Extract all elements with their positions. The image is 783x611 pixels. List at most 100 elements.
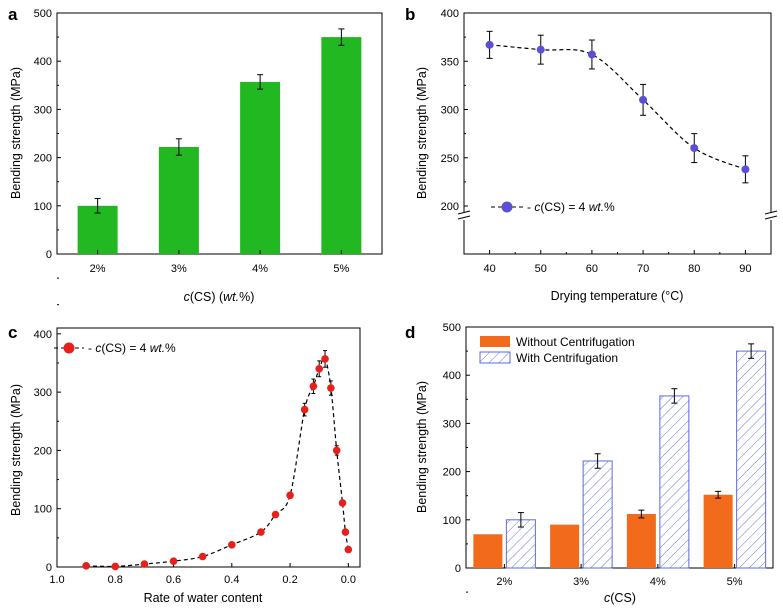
panel-c-xtick-label: 0.0 — [341, 574, 356, 586]
panel-b-xtick-label: 40 — [483, 263, 495, 275]
panel-a-xtick-label: 4% — [252, 263, 268, 275]
panel-c-xtick-label: 0.8 — [108, 574, 123, 586]
panel-a-xtick-label: 3% — [171, 263, 187, 275]
panel-label-a: a — [8, 5, 18, 24]
panel-b-ytick-label: 350 — [441, 56, 459, 68]
panel-d-ytick-label: 300 — [443, 418, 461, 430]
panel-b-point — [639, 95, 648, 104]
panel-c-point — [169, 557, 178, 565]
panel-b-ylabel: Bending strength (MPa) — [415, 67, 429, 199]
panel-c-xlabel: Rate of water content — [144, 591, 263, 605]
panel-d-bar-with — [659, 395, 690, 569]
panel-b-ytick-label: 250 — [441, 153, 459, 165]
panel-a-xtick-label: 2% — [90, 263, 106, 275]
panel-d-legend: Without Centrifugation With Centrifugati… — [479, 335, 635, 365]
panel-d-ylabel: Bending strength (MPa) — [415, 381, 429, 513]
panel-a-ytick-label: 100 — [34, 201, 52, 213]
panel-d: 0 100 200 300 400 500 2% 3% 4% 5% Without Centri… — [415, 322, 774, 605]
panel-d-xtick-label: 3% — [573, 576, 589, 588]
panel-c-point — [228, 541, 236, 549]
panel-c-point — [111, 562, 120, 571]
panel-d-error-bar-without — [638, 509, 645, 519]
panel-d-xtick-label: 2% — [496, 576, 512, 588]
panel-a-error-bar — [338, 28, 345, 46]
panel-d-bar-without — [703, 494, 733, 568]
panel-a-error-bar — [257, 74, 264, 90]
panel-d-bar-with — [736, 350, 767, 569]
panel-d-error-bar-with — [594, 453, 601, 469]
panel-c-xtick-label: 0.6 — [166, 574, 181, 586]
panel-a-ytick-label: 300 — [34, 104, 52, 116]
panel-b-legend: - c(CS) = 4 wt.% — [491, 200, 615, 214]
panel-b-point — [741, 165, 750, 174]
panel-b-ytick-label: 300 — [441, 105, 459, 117]
panel-c-ytick-label: 200 — [34, 445, 52, 457]
panel-c-ytick-label: 300 — [34, 387, 52, 399]
panel-c-point — [338, 499, 347, 507]
panel-a-error-bar — [175, 138, 182, 156]
panel-b-xtick-label: 60 — [586, 263, 598, 275]
panel-label-b: b — [405, 5, 415, 24]
panel-c-xtick-label: 1.0 — [49, 574, 64, 586]
panel-d-error-bar-with — [748, 343, 755, 359]
panel-d-ytick-label: 500 — [443, 322, 461, 334]
panel-b: 200 250 300 350 400 40 50 60 70 80 90 - c(CS) = 4 … — [415, 8, 778, 303]
panel-a-bar — [158, 146, 199, 254]
panel-c-point — [332, 446, 341, 455]
panel-d-ytick-label: 400 — [443, 370, 461, 382]
panel-a-bar — [240, 81, 281, 255]
panel-a: 0 100 200 300 400 500 2% 3% 4% 5% Bending streng… — [9, 8, 383, 304]
panel-a-bar — [321, 37, 362, 254]
panel-b-point — [485, 40, 494, 49]
panel-d-ytick-label: 0 — [455, 563, 461, 575]
panel-a-xtick-label: 5% — [333, 263, 349, 275]
panel-a-ytick-label: 400 — [34, 56, 52, 68]
panel-c: 0 100 200 300 400 1.0 0.8 0.6 0.4 0.2 0.0 - c(CS) … — [9, 304, 361, 605]
panel-b-ytick-label: 200 — [441, 201, 459, 213]
panel-c-point — [198, 552, 207, 561]
panel-d-bar-with — [582, 460, 613, 569]
panel-b-point — [690, 144, 699, 153]
panel-b-fit-line — [489, 44, 746, 170]
panel-c-point — [315, 365, 324, 373]
panel-b-xtick-label: 90 — [739, 263, 751, 275]
panel-a-xlabel: c(CS) (wt.%) — [184, 290, 255, 304]
panel-c-point — [271, 510, 280, 519]
panel-b-xlabel: Drying temperature (°C) — [551, 289, 684, 303]
panel-c-ytick-label: 0 — [46, 562, 52, 574]
panel-d-bar-with — [505, 519, 536, 569]
panel-c-fit-line — [86, 357, 349, 568]
panel-b-xtick-label: 50 — [535, 263, 547, 275]
panel-c-legend: - c(CS) = 4 wt.% — [54, 341, 176, 355]
panel-a-error-bar — [94, 198, 101, 214]
panel-label-c: c — [8, 323, 17, 342]
panel-d-legend-without: Without Centrifugation — [516, 335, 635, 349]
panel-b-xtick-label: 70 — [637, 263, 649, 275]
panel-c-ytick-label: 400 — [34, 329, 52, 341]
panel-c-point — [344, 545, 353, 554]
panel-d-ytick-label: 100 — [443, 515, 461, 527]
panel-b-legend-marker — [501, 201, 513, 213]
panel-d-xlabel: c(CS) — [604, 591, 636, 605]
panel-c-point — [257, 528, 265, 536]
panel-c-frame — [56, 327, 361, 568]
panel-b-legend-text: - c(CS) = 4 wt.% — [527, 200, 615, 214]
panel-b-axis-break — [457, 210, 778, 220]
panel-d-legend-swatch-without — [480, 336, 510, 347]
panel-d-legend-swatch-with — [479, 351, 511, 364]
panel-c-point — [341, 528, 350, 536]
panel-d-error-bar-with — [517, 512, 524, 528]
panel-a-ytick-label: 200 — [34, 153, 52, 165]
panel-d-xtick-label: 5% — [727, 576, 743, 588]
panel-b-point — [587, 50, 596, 59]
panel-c-legend-text: - c(CS) = 4 wt.% — [88, 341, 176, 355]
panel-d-legend-with: With Centrifugation — [516, 351, 618, 365]
panel-c-point — [327, 384, 335, 392]
panel-a-bar — [77, 205, 118, 254]
panel-c-point — [286, 491, 294, 500]
panel-b-xtick-label: 80 — [688, 263, 700, 275]
panel-d-bar-without — [473, 534, 503, 568]
panel-b-frame — [463, 12, 772, 255]
panel-c-point — [300, 405, 309, 414]
